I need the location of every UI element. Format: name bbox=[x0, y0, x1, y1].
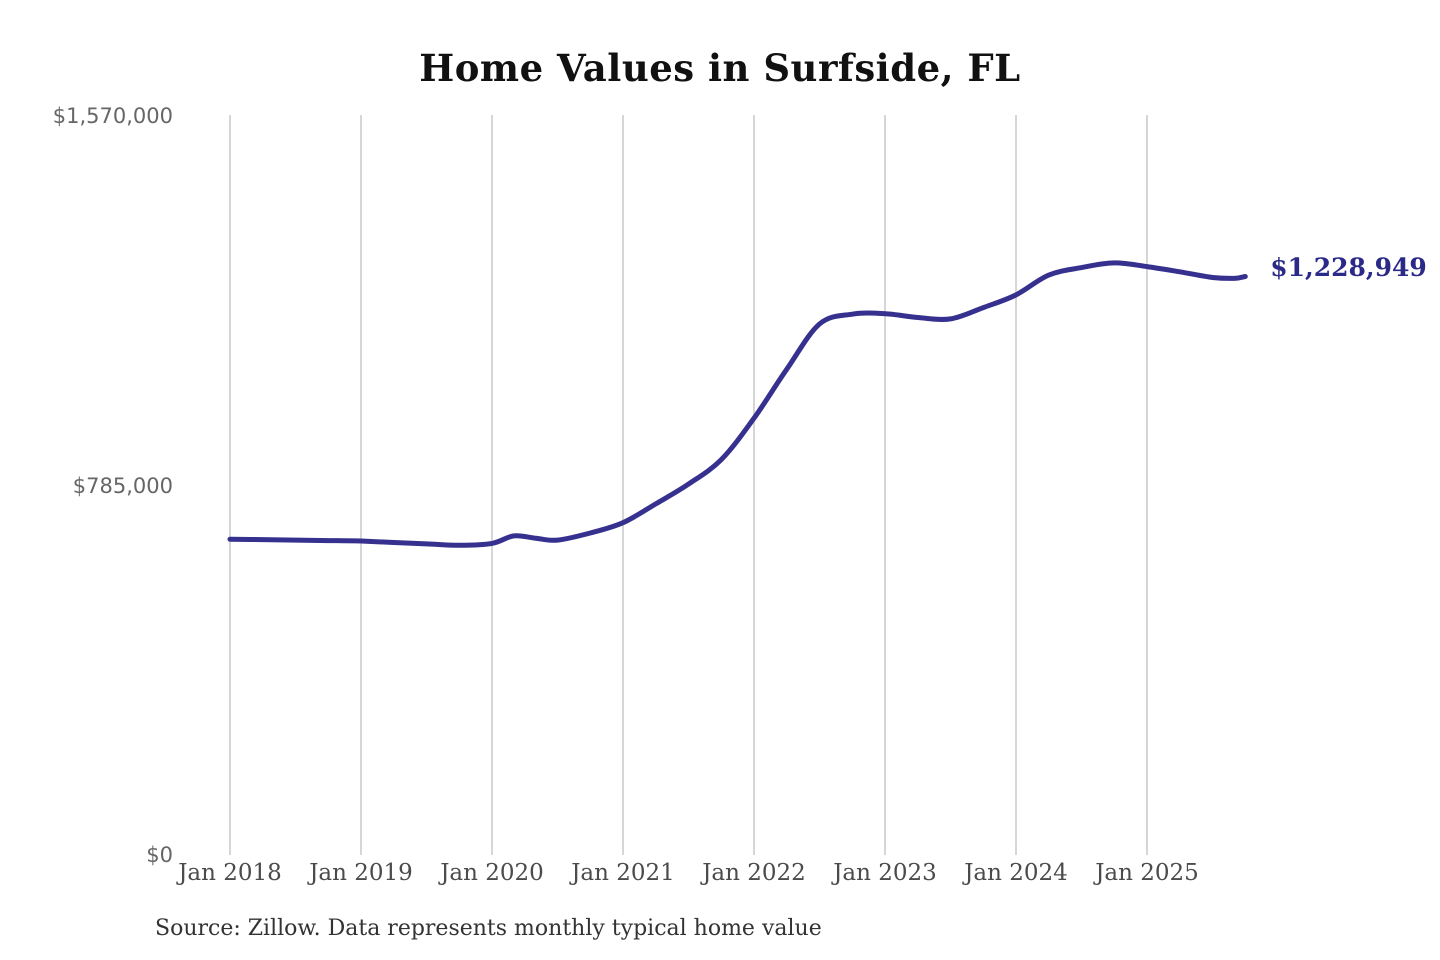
y-axis-tick-label: $0 bbox=[146, 843, 173, 867]
trend-line bbox=[227, 260, 1248, 548]
x-axis-tick-label: Jan 2024 bbox=[964, 860, 1068, 886]
source-note: Source: Zillow. Data represents monthly … bbox=[155, 916, 822, 941]
x-axis-tick-label: Jan 2025 bbox=[1095, 860, 1199, 886]
gridlines bbox=[229, 115, 1148, 855]
x-axis-tick-label: Jan 2021 bbox=[571, 860, 675, 886]
x-axis-tick-label: Jan 2023 bbox=[833, 860, 937, 886]
x-axis-tick-label: Jan 2022 bbox=[702, 860, 806, 886]
end-value-label: $1,228,949 bbox=[1270, 252, 1427, 282]
x-axis-tick-label: Jan 2019 bbox=[309, 860, 413, 886]
chart-title: Home Values in Surfside, FL bbox=[419, 46, 1021, 90]
x-axis-tick-label: Jan 2018 bbox=[178, 860, 282, 886]
y-axis-tick-label: $785,000 bbox=[72, 473, 173, 498]
y-axis-tick-label: $1,570,000 bbox=[52, 104, 173, 128]
x-axis-tick-label: Jan 2020 bbox=[440, 860, 544, 886]
